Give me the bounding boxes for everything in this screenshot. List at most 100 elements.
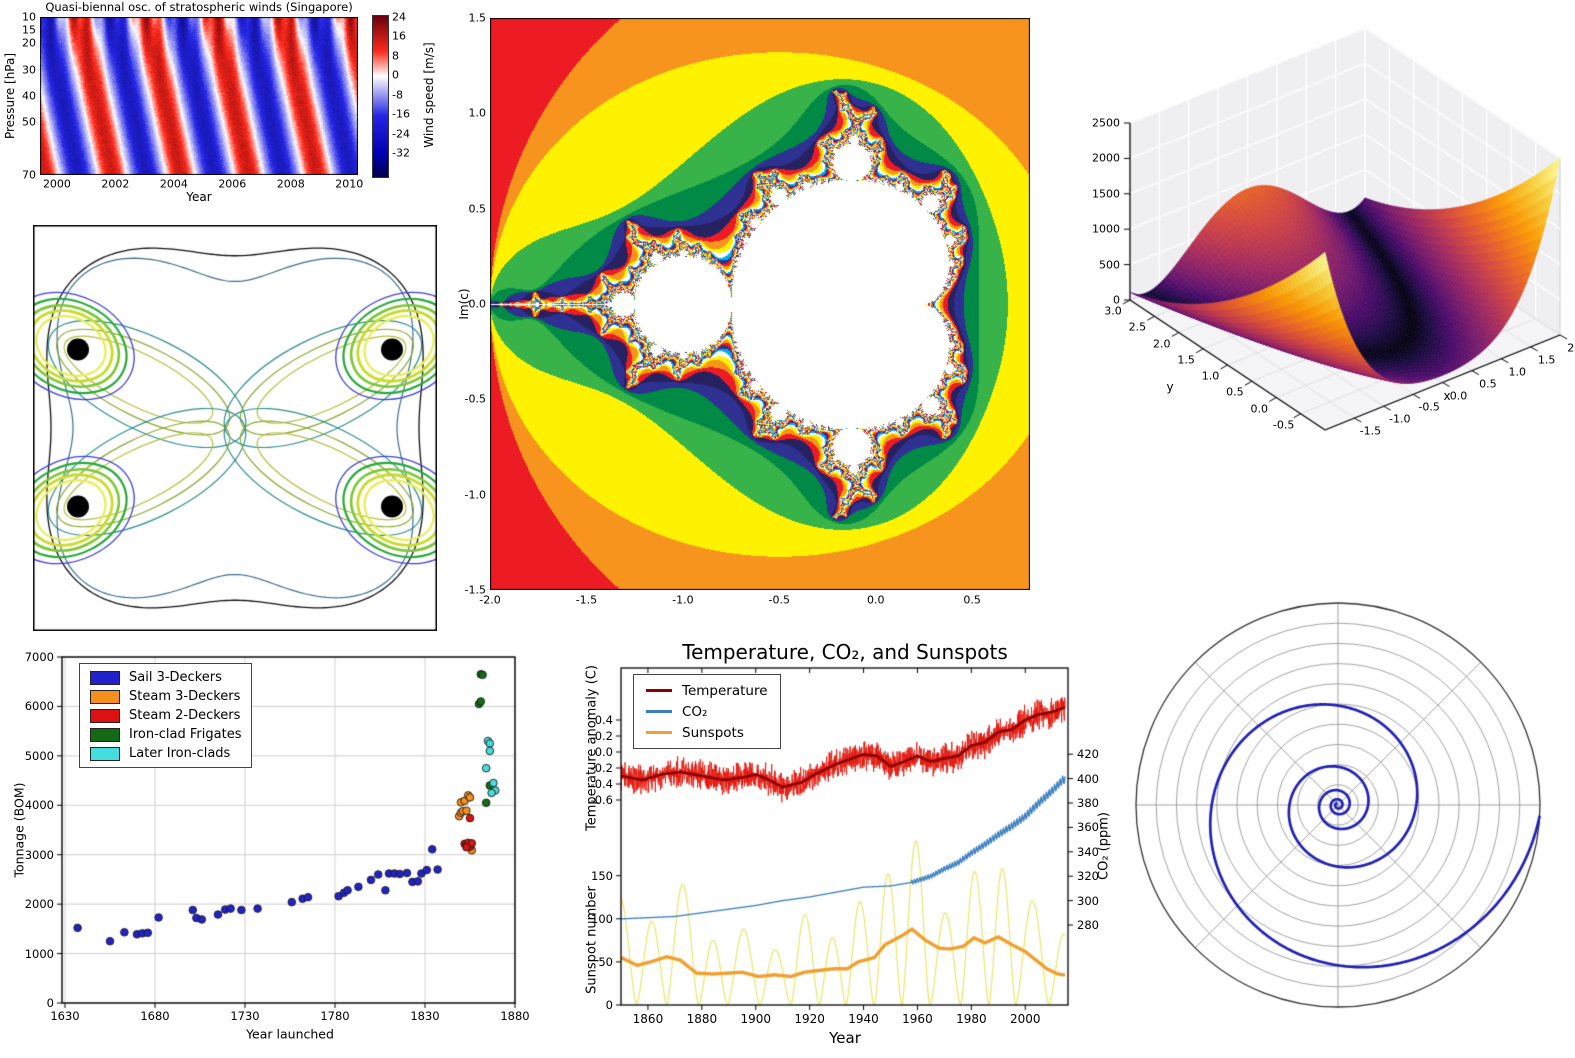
climate-x-tick-label: 1980 <box>956 1012 987 1026</box>
mandelbrot-y-tick-label: -1.0 <box>464 488 486 502</box>
mandelbrot-y-tick-label: -0.5 <box>464 392 486 406</box>
ships-y-tick-label: 3000 <box>24 847 54 862</box>
climate-sunspot-tick-label: 0 <box>605 998 613 1012</box>
fourbody-contour-canvas <box>33 225 437 631</box>
climate-x-tick-label: 1860 <box>632 1012 664 1026</box>
surface-x-tick-label: -0.5 <box>1418 400 1440 414</box>
mandelbrot-x-tick-label: 0.5 <box>963 593 981 607</box>
ships-x-tick-label: 1880 <box>500 1009 530 1023</box>
qbo-colorbar-tick-label: -32 <box>392 146 410 160</box>
surface-x-tick-label: -1.5 <box>1359 424 1382 438</box>
ships-y-tick-label: 4000 <box>24 798 54 813</box>
climate-co2-tick-label: 360 <box>1077 820 1099 835</box>
qbo-x-tick-label: 2006 <box>218 177 247 191</box>
qbo-y-tick-label: 20 <box>22 36 36 50</box>
surface-y-tick-label: 0.5 <box>1226 385 1244 399</box>
climate-legend-item: Sunspots <box>638 722 776 743</box>
ships-y-tick-label: 2000 <box>24 897 54 912</box>
surface-z-tick-label: 2000 <box>1092 151 1120 165</box>
ships-legend-swatch <box>90 708 120 723</box>
ships-legend-label: Iron-clad Frigates <box>129 727 242 742</box>
ships-x-tick-label: 1780 <box>320 1009 350 1023</box>
mandelbrot-x-tick-label: -1.5 <box>575 593 598 607</box>
qbo-y-tick-label: 15 <box>22 23 36 37</box>
qbo-colorbar-tick-label: 8 <box>392 49 399 63</box>
ships-legend-label: Later Iron-clads <box>129 746 231 761</box>
climate-sunspot-tick-label: 100 <box>591 911 613 926</box>
climate-sunspot-tick-label: 50 <box>598 954 613 969</box>
ships-legend-swatch <box>90 727 120 742</box>
climate-x-tick-label: 1940 <box>848 1012 879 1026</box>
mandelbrot-y-tick-label: -1.5 <box>464 583 486 597</box>
mandelbrot-x-tick-label: -2.0 <box>479 593 501 607</box>
climate-sunspot-tick-label: 150 <box>591 868 613 883</box>
qbo-heatmap-canvas <box>40 17 358 175</box>
ships-legend-label: Steam 3-Deckers <box>129 689 241 704</box>
mandelbrot-x-tick-label: -1.0 <box>672 593 694 607</box>
qbo-y-tick-label: 10 <box>22 10 36 24</box>
mandelbrot-canvas <box>490 18 1030 590</box>
surface-z-tick-label: 2500 <box>1092 116 1120 130</box>
climate-xlabel: Year <box>829 1029 861 1047</box>
ships-y-tick-label: 0 <box>46 996 54 1010</box>
climate-title: Temperature, CO₂, and Sunspots <box>682 640 1008 664</box>
qbo-xlabel: Year <box>186 190 212 204</box>
qbo-colorbar-tick-label: 0 <box>392 68 399 82</box>
mandelbrot-y-tick-label: 1.5 <box>468 11 487 25</box>
ships-y-tick-label: 1000 <box>24 946 54 961</box>
ships-x-tick-label: 1830 <box>410 1009 440 1023</box>
climate-x-tick-label: 2000 <box>1009 1012 1041 1026</box>
mandelbrot-x-tick-label: 0.0 <box>866 593 885 607</box>
qbo-x-tick-label: 2002 <box>101 177 130 191</box>
ships-legend-label: Sail 3-Deckers <box>129 670 222 685</box>
surface-z-tick-label: 1000 <box>1092 222 1120 236</box>
climate-co2-tick-label: 380 <box>1077 796 1099 810</box>
surface-y-tick-label: 3.0 <box>1104 304 1122 318</box>
surface-x-tick-label: 1.0 <box>1508 365 1527 379</box>
climate-temp-tick-label: 0.4 <box>594 713 613 727</box>
climate-x-tick-label: 1900 <box>740 1012 772 1026</box>
qbo-colorbar-tick-label: -24 <box>392 127 410 141</box>
qbo-colorbar <box>372 15 389 178</box>
surface-z-tick-label: 0 <box>1113 293 1120 307</box>
surface-3d-canvas <box>1050 0 1575 470</box>
mandelbrot-y-tick-label: 0.0 <box>468 297 487 311</box>
ships-legend-swatch <box>90 670 120 685</box>
ships-x-tick-label: 1730 <box>230 1009 260 1023</box>
ships-y-tick-label: 6000 <box>24 699 54 714</box>
ships-legend-item: Iron-clad Frigates <box>82 725 249 744</box>
surface-y-tick-label: -0.5 <box>1272 418 1295 432</box>
climate-co2-tick-label: 280 <box>1077 918 1099 932</box>
climate-legend-line <box>646 710 672 713</box>
qbo-title: Quasi-biennal osc. of stratospheric wind… <box>45 0 353 14</box>
surface-y-tick-label: 1.0 <box>1201 369 1220 383</box>
ships-legend-swatch <box>90 746 120 761</box>
surface-y-tick-label: 2.0 <box>1153 337 1171 350</box>
surface-x-tick-label: 2.0 <box>1567 341 1575 355</box>
mandelbrot-y-tick-label: 1.0 <box>468 106 487 120</box>
climate-legend-label: Temperature <box>682 682 768 699</box>
climate-co2-tick-label: 400 <box>1077 771 1099 786</box>
climate-legend-label: CO₂ <box>682 703 708 720</box>
ships-legend-label: Steam 2-Deckers <box>129 708 241 723</box>
qbo-y-tick-label: 40 <box>22 89 36 103</box>
surface-x-tick-label: -1.0 <box>1389 412 1411 426</box>
climate-co2-tick-label: 300 <box>1077 893 1099 908</box>
climate-temp-tick-label: -0.2 <box>590 761 613 775</box>
climate-temp-tick-label: -0.6 <box>590 793 613 807</box>
ships-legend-item: Later Iron-clads <box>82 744 249 763</box>
qbo-y-tick-label: 70 <box>22 168 36 182</box>
qbo-y-tick-label: 30 <box>22 63 36 77</box>
ships-x-tick-label: 1630 <box>50 1009 80 1023</box>
surface-xlabel: x <box>1443 389 1451 403</box>
surface-ylabel: y <box>1166 380 1174 394</box>
climate-x-tick-label: 1960 <box>902 1012 933 1026</box>
surface-z-tick-label: 1500 <box>1092 187 1120 201</box>
climate-legend-item: Temperature <box>638 680 776 701</box>
ships-legend-swatch <box>90 689 120 704</box>
ships-legend: Sail 3-Deckers Steam 3-Deckers Steam 2-Dec… <box>79 663 253 768</box>
surface-y-tick-label: 1.5 <box>1177 353 1195 367</box>
qbo-ylabel: Pressure [hPa] <box>3 52 17 140</box>
ships-x-tick-label: 1680 <box>140 1009 170 1023</box>
